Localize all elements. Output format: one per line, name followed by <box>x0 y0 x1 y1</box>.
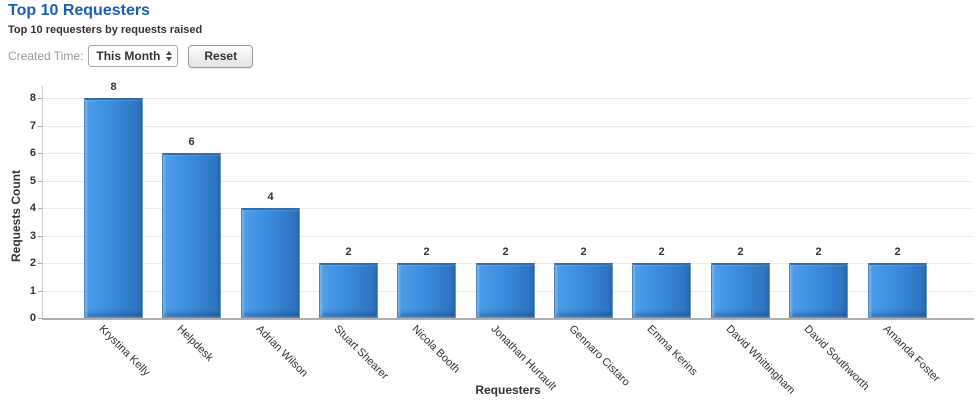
gridline <box>42 126 974 127</box>
x-tick-label: Stuart Shearer <box>331 323 391 383</box>
x-axis-line <box>42 318 974 320</box>
y-tick-label: 0 <box>29 312 36 324</box>
y-tick-mark <box>38 318 42 319</box>
bar[interactable] <box>789 263 848 318</box>
bar-value-label: 2 <box>345 246 352 258</box>
x-tick-label: Emma Kerins <box>644 323 700 379</box>
bar-value-label: 2 <box>737 246 744 258</box>
x-tick-label: Nicola Booth <box>409 323 462 376</box>
bar-value-label: 2 <box>658 246 665 258</box>
bar-value-label: 4 <box>267 191 274 203</box>
gridline <box>42 98 974 99</box>
y-tick-label: 6 <box>29 147 36 159</box>
y-tick-mark <box>38 291 42 292</box>
select-stepper-icon <box>166 51 173 61</box>
x-axis-title: Requesters <box>475 383 541 397</box>
created-time-selected-value: This Month <box>96 49 161 63</box>
bar-value-label: 8 <box>110 81 117 93</box>
bar[interactable] <box>162 153 221 318</box>
created-time-label: Created Time: <box>8 49 84 63</box>
y-tick-mark <box>38 208 42 209</box>
bar[interactable] <box>397 263 456 318</box>
reset-button[interactable]: Reset <box>188 44 254 68</box>
x-tick-label: Adrian Wilson <box>253 323 310 380</box>
y-tick-label: 2 <box>29 257 36 269</box>
gridline <box>42 208 974 209</box>
bar[interactable] <box>476 263 535 318</box>
chevron-down-icon <box>166 57 173 61</box>
y-tick-mark <box>38 181 42 182</box>
bar[interactable] <box>84 98 143 318</box>
y-axis-title: Requests Count <box>9 169 23 262</box>
x-tick-label: Helpdesk <box>174 323 215 364</box>
y-tick-label: 4 <box>29 202 36 214</box>
bar[interactable] <box>632 263 691 318</box>
bar-value-label: 2 <box>815 246 822 258</box>
y-tick-mark <box>38 153 42 154</box>
created-time-select[interactable]: This Month <box>88 45 179 67</box>
bar-value-label: 2 <box>423 246 430 258</box>
bar-value-label: 6 <box>188 136 195 148</box>
x-tick-label: Amanda Foster <box>880 323 942 385</box>
y-tick-label: 8 <box>29 92 36 104</box>
bar-value-label: 2 <box>894 246 901 258</box>
bar[interactable] <box>319 263 378 318</box>
x-tick-label: Gennaro Cistaro <box>566 323 632 389</box>
y-axis-line <box>42 86 43 318</box>
y-tick-label: 1 <box>29 285 36 297</box>
chevron-up-icon <box>166 51 173 55</box>
y-tick-mark <box>38 236 42 237</box>
gridline <box>42 181 974 182</box>
y-tick-mark <box>38 126 42 127</box>
gridline <box>42 236 974 237</box>
bar-value-label: 2 <box>580 246 587 258</box>
bar[interactable] <box>868 263 927 318</box>
y-tick-label: 5 <box>29 175 36 187</box>
filter-bar: Created Time: This Month Reset <box>8 44 254 68</box>
page-title: Top 10 Requesters <box>8 2 150 19</box>
y-tick-label: 3 <box>29 230 36 242</box>
bar[interactable] <box>241 208 300 318</box>
bar[interactable] <box>711 263 770 318</box>
y-tick-mark <box>38 263 42 264</box>
y-tick-label: 7 <box>29 120 36 132</box>
bar[interactable] <box>554 263 613 318</box>
page-subtitle: Top 10 requesters by requests raised <box>8 24 203 36</box>
x-tick-label: Krystina Kelly <box>96 323 152 379</box>
bar-value-label: 2 <box>502 246 509 258</box>
y-tick-mark <box>38 98 42 99</box>
gridline <box>42 153 974 154</box>
